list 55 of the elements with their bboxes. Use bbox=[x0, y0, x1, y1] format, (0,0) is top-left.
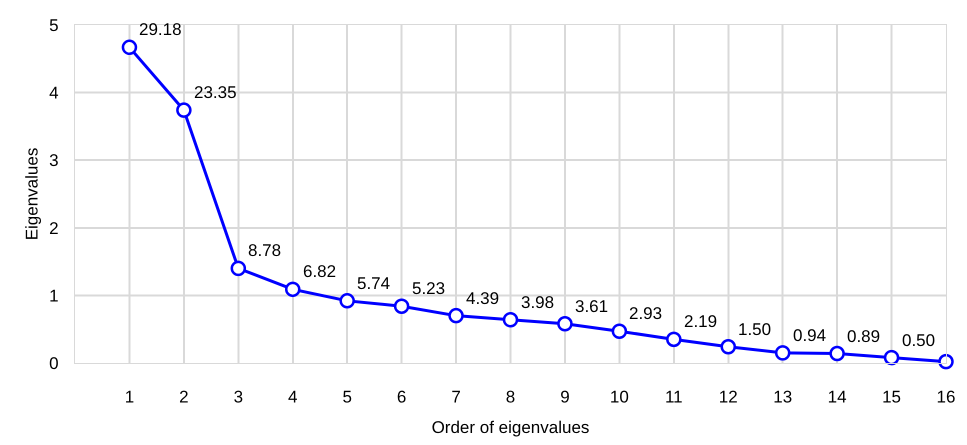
y-tick-label: 3 bbox=[49, 151, 59, 170]
point bbox=[612, 323, 628, 339]
point bbox=[339, 293, 355, 309]
x-tick-label: 7 bbox=[451, 387, 461, 406]
annotation: 1.50 bbox=[738, 320, 772, 339]
point bbox=[448, 308, 464, 324]
point bbox=[720, 339, 736, 355]
annotation: 8.78 bbox=[248, 241, 282, 260]
annotation: 3.98 bbox=[521, 293, 554, 312]
point bbox=[502, 312, 518, 328]
x-tick-label: 8 bbox=[506, 387, 516, 406]
y-axis-title: Eigenvalues bbox=[22, 148, 42, 240]
x-tick-label: 16 bbox=[936, 387, 956, 406]
x-tick-label: 1 bbox=[124, 387, 134, 406]
point bbox=[884, 350, 900, 366]
x-tick-label: 15 bbox=[882, 387, 902, 406]
point bbox=[122, 40, 138, 56]
annotation: 23.35 bbox=[194, 83, 237, 102]
x-tick-label: 14 bbox=[828, 387, 847, 406]
annotation: 0.89 bbox=[847, 327, 880, 346]
y-tick-label: 4 bbox=[49, 84, 59, 103]
x-tick-label: 12 bbox=[718, 387, 738, 406]
x-tick-label: 3 bbox=[234, 387, 244, 406]
point bbox=[285, 282, 300, 298]
x-tick-label: 5 bbox=[342, 387, 352, 406]
annotation: 2.93 bbox=[629, 304, 662, 323]
annotation: 0.94 bbox=[793, 326, 826, 345]
annotation: 5.23 bbox=[412, 279, 446, 298]
x-tick-label: 9 bbox=[560, 387, 570, 406]
annotation: 2.19 bbox=[684, 312, 718, 331]
x-axis-title: Order of eigenvalues bbox=[432, 418, 590, 437]
annotation: 3.61 bbox=[575, 297, 608, 316]
annotation: 6.82 bbox=[303, 262, 336, 281]
point bbox=[829, 346, 845, 362]
annotation: 4.39 bbox=[466, 289, 500, 308]
point bbox=[230, 260, 246, 276]
y-tick-label: 0 bbox=[49, 354, 59, 373]
point bbox=[774, 345, 790, 361]
x-tick-label: 11 bbox=[664, 387, 683, 406]
x-tick-label: 4 bbox=[288, 387, 298, 406]
point bbox=[666, 332, 682, 348]
annotation: 29.18 bbox=[139, 20, 182, 39]
point bbox=[557, 316, 573, 332]
x-tick-label: 6 bbox=[396, 387, 406, 406]
x-tick-label: 2 bbox=[179, 387, 189, 406]
y-tick-label: 2 bbox=[49, 218, 59, 238]
point bbox=[176, 102, 192, 118]
annotation: 5.74 bbox=[357, 274, 390, 293]
point bbox=[394, 298, 410, 314]
annotation: 0.50 bbox=[902, 331, 936, 350]
x-tick-label: 13 bbox=[773, 387, 792, 406]
y-tick-label: 5 bbox=[49, 16, 59, 35]
y-tick-label: 1 bbox=[49, 286, 59, 306]
x-tick-label: 10 bbox=[610, 387, 629, 406]
point bbox=[938, 354, 954, 370]
